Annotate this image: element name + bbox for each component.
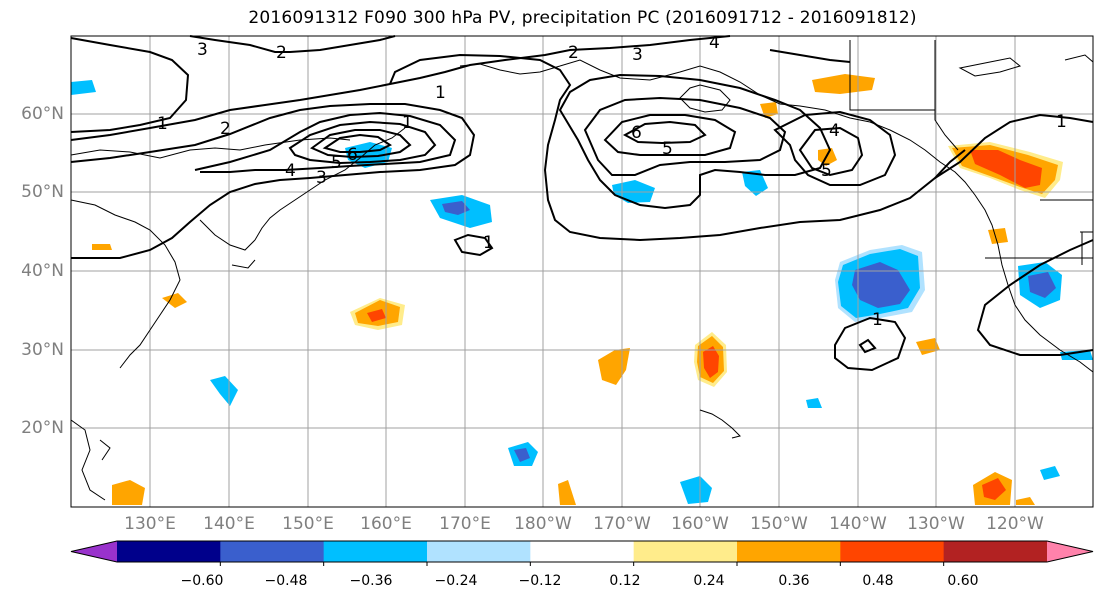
contour-label: 4 <box>709 33 720 53</box>
precip-negative-blob <box>442 201 470 215</box>
lon-label: 150°E <box>282 514 334 534</box>
precip-positive-blob <box>916 338 940 355</box>
precip-negative-blob <box>210 376 238 406</box>
contour-label: 2 <box>220 119 231 139</box>
precip-positive-blob <box>112 480 145 505</box>
precip-negative-blob <box>1060 350 1093 360</box>
precip-negative-blob <box>514 448 530 462</box>
map-title: 2016091312 F090 300 hPa PV, precipitatio… <box>248 8 917 28</box>
precip-negative-blob <box>852 262 910 308</box>
lon-label: 160°W <box>671 514 729 534</box>
precip-positive-blob <box>970 150 1042 188</box>
lat-label: 40°N <box>21 261 64 281</box>
lon-label: 140°E <box>203 514 255 534</box>
colorbar-tick-label: 0.12 <box>609 573 641 589</box>
colorbar-extend-max <box>1047 541 1093 562</box>
lat-label: 60°N <box>21 104 64 124</box>
colorbar-tick-label: −0.24 <box>434 573 478 589</box>
contour-label: 1 <box>157 114 168 134</box>
contour-label: 2 <box>276 43 287 63</box>
contour-label: 1 <box>435 83 446 103</box>
colorbar-segment <box>220 541 325 562</box>
colorbar-tick-label: −0.12 <box>518 573 562 589</box>
colorbar <box>70 540 1094 566</box>
precip-positive-blob <box>812 74 875 94</box>
lat-label: 50°N <box>21 182 64 202</box>
contour-label: 2 <box>568 43 579 63</box>
precipitation-fills <box>71 74 1093 505</box>
colorbar-outline <box>70 540 1094 563</box>
colorbar-segment <box>117 541 221 562</box>
contour-label: 1 <box>483 233 494 253</box>
colorbar-segment <box>737 541 841 562</box>
lon-label: 150°W <box>750 514 808 534</box>
contour-label: 1 <box>872 310 883 330</box>
contour-label: 1 <box>1056 112 1067 132</box>
contour-label: 6 <box>631 123 642 143</box>
precip-positive-blob <box>367 309 386 322</box>
colorbar-segment <box>943 541 1048 562</box>
precip-negative-blob <box>1040 466 1060 480</box>
colorbar-segment <box>840 541 945 562</box>
contour-label-group: 3 2 1 2 4 5 6 3 1 1 2 3 4 6 5 4 5 1 1 1 <box>157 33 1067 330</box>
contour-label: 3 <box>632 45 643 65</box>
precip-positive-blob <box>703 346 719 378</box>
colorbar-segment <box>530 541 635 562</box>
colorbar-tick-label: 0.60 <box>947 573 979 589</box>
colorbar-tick-label: 0.36 <box>778 573 810 589</box>
colorbar-segment <box>427 541 531 562</box>
precip-negative-blob <box>680 476 712 504</box>
lon-label: 170°E <box>439 514 491 534</box>
contour-label: 5 <box>331 153 342 173</box>
colorbar-tick-label: −0.36 <box>349 573 393 589</box>
contour-label: 4 <box>829 121 840 141</box>
colorbar-tick-label: 0.48 <box>862 573 894 589</box>
contour-label: 6 <box>347 145 358 165</box>
precip-negative-blob <box>742 170 768 196</box>
lat-label: 30°N <box>21 340 64 360</box>
colorbar-segment <box>323 541 428 562</box>
precip-negative-blob <box>1028 272 1056 298</box>
precip-positive-blob <box>982 478 1006 500</box>
contour-label: 3 <box>197 40 208 60</box>
colorbar-extend-min <box>71 541 117 562</box>
colorbar-tick-label: −0.48 <box>264 573 308 589</box>
coastlines <box>70 40 1094 501</box>
colorbar-tick-label: 0.24 <box>693 573 725 589</box>
lon-label: 120°W <box>986 514 1044 534</box>
lon-label: 140°W <box>829 514 887 534</box>
precip-positive-blob <box>1016 497 1035 505</box>
lat-label: 20°N <box>21 418 64 438</box>
contour-label: 3 <box>316 168 327 188</box>
colorbar-tick-label: −0.60 <box>180 573 224 589</box>
precip-positive-blob <box>92 244 112 250</box>
contour-label: 5 <box>662 139 673 159</box>
map-gridlines <box>71 36 1093 507</box>
precip-negative-blob <box>71 80 96 95</box>
pv-contours <box>70 35 1094 372</box>
lon-label: 130°E <box>124 514 176 534</box>
lon-label: 160°E <box>360 514 412 534</box>
map-frame <box>70 35 1094 508</box>
contour-label: 4 <box>285 161 296 181</box>
colorbar-segment <box>633 541 738 562</box>
precip-positive-blob <box>162 293 187 308</box>
lon-label: 130°W <box>907 514 965 534</box>
contour-label: 1 <box>402 113 413 133</box>
precip-positive-blob <box>558 480 576 505</box>
precip-positive-blob <box>988 228 1008 244</box>
lon-label: 170°W <box>593 514 651 534</box>
contour-label: 5 <box>821 161 832 181</box>
precip-negative-blob <box>806 398 822 408</box>
lon-label: 180°W <box>514 514 572 534</box>
